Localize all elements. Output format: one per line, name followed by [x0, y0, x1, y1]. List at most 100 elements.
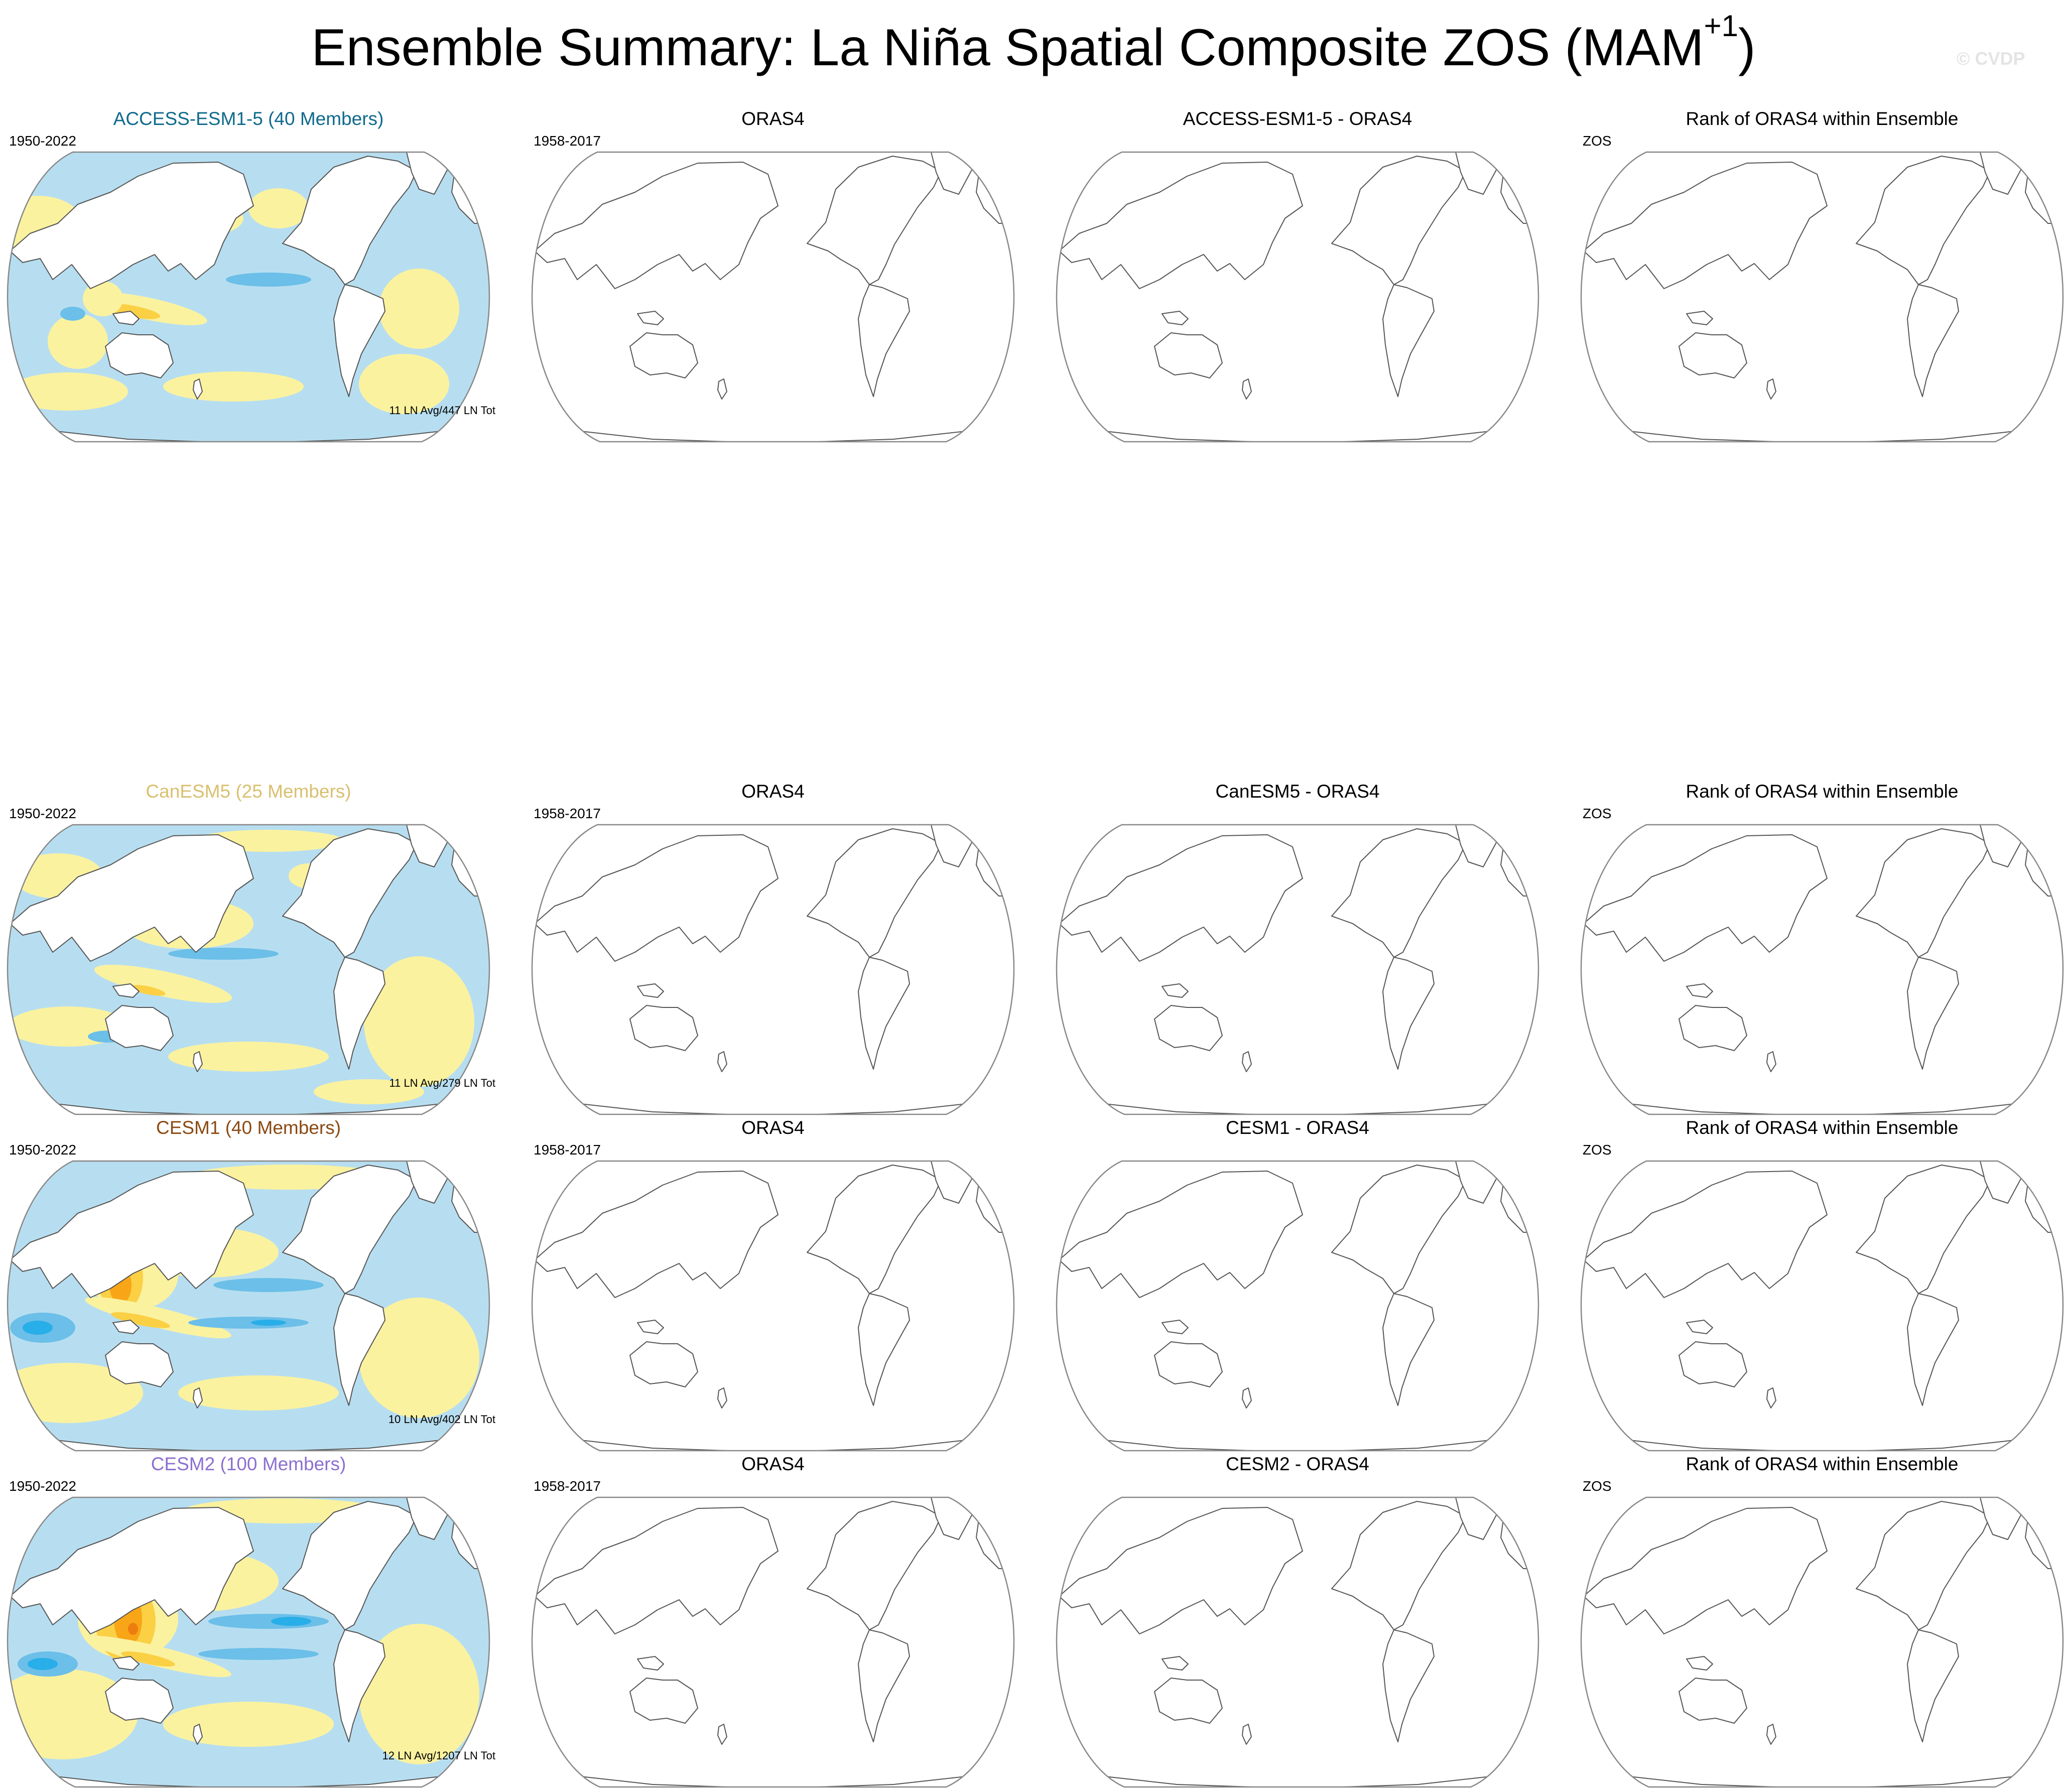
difference-panel-title: CanESM5 - ORAS4 — [1215, 781, 1380, 802]
observation-panel-period: 1958-2017 — [534, 1478, 601, 1494]
australia-land — [1678, 1341, 1747, 1387]
new-zealand-land — [193, 378, 203, 400]
maritime-continent-land — [1686, 1656, 1713, 1671]
zos-anomaly-contour — [168, 948, 279, 960]
greenland-land — [1980, 1161, 2023, 1204]
difference-map — [1056, 1496, 1539, 1788]
model-map — [7, 1496, 490, 1788]
asia-land — [1583, 1507, 1828, 1634]
greenland-land — [931, 825, 974, 867]
difference-map-layers — [1059, 152, 1538, 442]
map-outline — [7, 151, 490, 443]
asia-land — [1059, 1171, 1303, 1298]
model-panel: CESM1 (40 Members) 1950-2022 10 LN Avg/402… — [0, 1117, 497, 1456]
australia-land — [1154, 1341, 1223, 1387]
north-america-land — [282, 1165, 417, 1294]
australia-land — [105, 332, 174, 378]
new-zealand-land — [717, 378, 727, 400]
maritime-continent-land — [637, 983, 664, 998]
model-map-layers — [8, 825, 489, 1114]
new-zealand-land — [717, 1051, 727, 1072]
south-america-land — [1907, 1629, 1959, 1742]
rank-panel-title: Rank of ORAS4 within Ensemble — [1686, 1117, 1959, 1138]
model-panel-event-count: 12 LN Avg/1207 LN Tot — [382, 1749, 495, 1762]
figure-title-text: Ensemble Summary: La Niña Spatial Compos… — [311, 19, 1704, 77]
zos-anomaly-contour — [48, 314, 108, 369]
model-map — [7, 1160, 490, 1452]
antarctica-land — [1606, 429, 2038, 442]
rank-map-layers — [1583, 1497, 2062, 1787]
north-america-land — [282, 1501, 417, 1630]
asia-land — [1059, 1507, 1303, 1634]
maritime-continent-land — [637, 311, 664, 325]
greenland-land — [1455, 1161, 1499, 1204]
zos-anomaly-contour — [251, 1320, 286, 1326]
model-panel-title: ACCESS-ESM1-5 (40 Members) — [113, 108, 384, 129]
antarctica-land — [557, 1438, 989, 1451]
zos-anomaly-contour — [198, 1648, 319, 1660]
zos-anomaly-contour — [213, 1278, 324, 1292]
australia-land — [1154, 1678, 1223, 1724]
model-map-layers — [8, 1497, 489, 1787]
maritime-continent-land — [112, 1320, 140, 1334]
maritime-continent-land — [637, 1320, 664, 1334]
australia-land — [629, 332, 698, 378]
asia-land — [534, 162, 779, 289]
zos-anomaly-contour — [178, 1375, 339, 1411]
difference-panel-title: CESM1 - ORAS4 — [1226, 1117, 1369, 1138]
observation-panel: ORAS4 1958-2017 — [525, 1453, 1021, 1792]
rank-map-layers — [1583, 152, 2062, 442]
model-panel-event-count: 11 LN Avg/447 LN Tot — [389, 404, 495, 417]
australia-land — [105, 1678, 174, 1724]
australia-land — [1678, 332, 1747, 378]
south-america-land — [1907, 1293, 1959, 1406]
maritime-continent-land — [1161, 1656, 1189, 1671]
asia-land — [10, 1171, 254, 1298]
maritime-continent-land — [112, 983, 140, 998]
australia-land — [629, 1005, 698, 1051]
zos-anomaly-contour — [163, 371, 304, 402]
difference-panel-title: ACCESS-ESM1-5 - ORAS4 — [1183, 108, 1412, 129]
zos-anomaly-contour — [248, 188, 309, 228]
model-panel: CanESM5 (25 Members) 1950-2022 11 LN Avg/2… — [0, 781, 497, 1119]
observation-map-layers — [534, 152, 1013, 442]
new-zealand-land — [193, 1051, 203, 1072]
asia-land — [1059, 162, 1303, 289]
zos-anomaly-contour — [94, 964, 232, 1003]
north-america-land — [1331, 828, 1466, 958]
difference-panel: CanESM5 - ORAS4 — [1049, 781, 1546, 1119]
difference-panel: CESM2 - ORAS4 — [1049, 1453, 1546, 1792]
map-outline — [1580, 1160, 2064, 1452]
antarctica-land — [1081, 1774, 1514, 1787]
maritime-continent-land — [1161, 311, 1189, 325]
antarctica-land — [1606, 1101, 2038, 1114]
observation-map-layers — [534, 1161, 1013, 1451]
antarctica-land — [557, 429, 989, 442]
difference-panel-title: CESM2 - ORAS4 — [1226, 1454, 1369, 1474]
figure-title: Ensemble Summary: La Niña Spatial Compos… — [0, 11, 2067, 80]
asia-land — [1583, 1171, 1828, 1298]
south-america-land — [858, 1293, 910, 1406]
north-america-land — [807, 1165, 942, 1294]
model-map-layers — [8, 1161, 489, 1451]
south-america-land — [1382, 1293, 1435, 1406]
observation-map — [531, 1496, 1015, 1788]
new-zealand-land — [717, 1724, 727, 1745]
zos-anomaly-contour — [271, 1617, 311, 1626]
zos-anomaly-contour — [131, 985, 166, 996]
antarctica-land — [557, 1774, 989, 1787]
rank-panel-title: Rank of ORAS4 within Ensemble — [1686, 781, 1959, 802]
antarctica-land — [1606, 1774, 2038, 1787]
model-panel-event-count: 10 LN Avg/402 LN Tot — [388, 1413, 495, 1426]
australia-land — [629, 1678, 698, 1724]
zos-anomaly-contour — [359, 1624, 479, 1764]
rank-map — [1580, 1496, 2064, 1788]
map-outline — [1580, 151, 2064, 443]
difference-map-layers — [1059, 1161, 1538, 1451]
asia-land — [10, 834, 254, 962]
australia-land — [105, 1341, 174, 1387]
south-america-land — [858, 284, 910, 397]
australia-land — [1678, 1678, 1747, 1724]
greenland-land — [1980, 1497, 2023, 1540]
